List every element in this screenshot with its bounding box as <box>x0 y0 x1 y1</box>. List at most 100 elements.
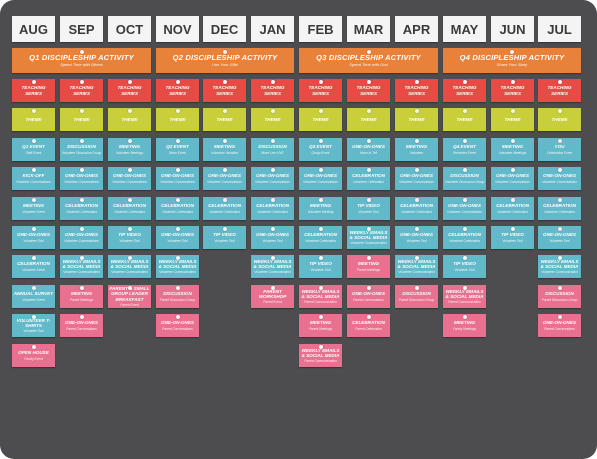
card-teaching-series[interactable]: TEACHING SERIES <box>12 79 55 102</box>
card-you[interactable]: YOU Celebration Event <box>538 138 581 161</box>
card-annual-survey[interactable]: ANNUAL SURVEY Volunteer Event <box>12 285 55 308</box>
card-meeting[interactable]: MEETING Volunteer <box>395 138 438 161</box>
card-one-on-ones[interactable]: ONE-ON-ONES Volunteer Conversations <box>491 167 534 190</box>
card-parent-workshop[interactable]: PARENT WORKSHOP Parent Event <box>251 285 294 308</box>
card-tip-video[interactable]: TIP VIDEO Volunteer Tool <box>108 226 151 249</box>
card-weekly-emails-social-media[interactable]: WEEKLY EMAILS & SOCIAL MEDIA Parent Commu… <box>443 285 486 308</box>
card-one-on-ones[interactable]: ONE-ON-ONES Volunteer Conversations <box>299 167 342 190</box>
card-celebration[interactable]: CELEBRATION Volunteer Celebration <box>538 197 581 220</box>
card-teaching-series[interactable]: TEACHING SERIES <box>491 79 534 102</box>
card-celebration[interactable]: CELEBRATION Volunteer Celebration <box>443 226 486 249</box>
card-one-on-ones[interactable]: ONE-ON-ONES Volunteer Tool <box>251 226 294 249</box>
card-theme[interactable]: THEME <box>108 108 151 131</box>
card-meeting[interactable]: MEETING Volunteer Meetings <box>108 138 151 161</box>
card-one-on-ones[interactable]: ONE-ON-ONES Volunteer Conversations <box>538 167 581 190</box>
card-meeting[interactable]: MEETING Volunteer Meetings <box>491 138 534 161</box>
card-q3-event[interactable]: Q3 EVENT Group Event <box>299 138 342 161</box>
card-one-on-ones[interactable]: ONE-ON-ONES Parent Conversations <box>347 285 390 308</box>
card-teaching-series[interactable]: TEACHING SERIES <box>251 79 294 102</box>
card-discussion[interactable]: DISCUSSION Move Live LIVE <box>251 138 294 161</box>
card-celebration[interactable]: CELEBRATION Volunteer Celebration <box>203 197 246 220</box>
card-one-on-ones[interactable]: ONE-ON-ONES Volunteer Conversations <box>60 167 103 190</box>
card-meeting[interactable]: MEETING Parent Meetings <box>347 255 390 278</box>
card-one-on-ones[interactable]: ONE-ON-ONES Volunteer Conversations <box>443 197 486 220</box>
card-teaching-series[interactable]: TEACHING SERIES <box>108 79 151 102</box>
card-one-on-ones[interactable]: ONE-ON-ONES Volunteer Tool <box>156 226 199 249</box>
card-theme[interactable]: THEME <box>156 108 199 131</box>
card-celebration[interactable]: CELEBRATION Volunteer Celebration <box>60 197 103 220</box>
card-meeting[interactable]: MEETING Volunteer Vacation <box>203 138 246 161</box>
card-q2-event[interactable]: Q2 EVENT Move Event <box>156 138 199 161</box>
card-theme[interactable]: THEME <box>395 108 438 131</box>
card-one-on-ones[interactable]: ONE-ON-ONES Parent Conversations <box>60 314 103 337</box>
card-celebration[interactable]: CELEBRATION Parent Celebration <box>347 314 390 337</box>
card-teaching-series[interactable]: TEACHING SERIES <box>60 79 103 102</box>
card-parent-small-group-leader-breakfast[interactable]: PARENT & SMALL GROUP LEADER BREAKFASTPar… <box>108 285 151 308</box>
card-theme[interactable]: THEME <box>60 108 103 131</box>
card-weekly-emails-social-media[interactable]: WEEKLY EMAILS & SOCIAL MEDIA Volunteer Co… <box>395 255 438 278</box>
card-meeting[interactable]: MEETING Parent Meetings <box>60 285 103 308</box>
card-tip-video[interactable]: TIP VIDEO Volunteer Tool <box>491 226 534 249</box>
card-volunteer-t-shirts[interactable]: VOLUNTEER T-SHIRTS Volunteer Tool <box>12 314 55 337</box>
card-discussion[interactable]: DISCUSSION Parent Discussion Group <box>538 285 581 308</box>
card-weekly-emails-social-media[interactable]: WEEKLY EMAILS & SOCIAL MEDIA Volunteer Co… <box>538 255 581 278</box>
card-q4-event[interactable]: Q4 EVENT Reminder Event <box>443 138 486 161</box>
card-theme[interactable]: THEME <box>538 108 581 131</box>
card-discussion[interactable]: DISCUSSION Volunteer Discussion Group <box>443 167 486 190</box>
card-tip-video[interactable]: TIP VIDEO Volunteer Tool <box>347 197 390 220</box>
card-teaching-series[interactable]: TEACHING SERIES <box>443 79 486 102</box>
card-weekly-emails-social-media[interactable]: WEEKLY EMAILS & SOCIAL MEDIA Parent Commu… <box>299 344 342 367</box>
card-one-on-ones[interactable]: ONE-ON-ONES Volunteer Conversations <box>156 167 199 190</box>
card-teaching-series[interactable]: TEACHING SERIES <box>395 79 438 102</box>
card-theme[interactable]: THEME <box>443 108 486 131</box>
card-theme[interactable]: THEME <box>299 108 342 131</box>
card-one-on-ones[interactable]: ONE-ON-ONES Volunteer Conversations <box>108 167 151 190</box>
card-weekly-emails-social-media[interactable]: WEEKLY EMAILS & SOCIAL MEDIA Volunteer Co… <box>60 255 103 278</box>
card-weekly-emails-social-media[interactable]: WEEKLY EMAILS & SOCIAL MEDIA Volunteer Co… <box>347 226 390 249</box>
card-theme[interactable]: THEME <box>12 108 55 131</box>
card-celebration[interactable]: CELEBRATION Volunteer Celebration <box>299 226 342 249</box>
card-one-on-ones[interactable]: ONE-ON-ONES Volunteer Tool <box>12 226 55 249</box>
card-meeting[interactable]: MEETING Parent Meetings <box>299 314 342 337</box>
card-meeting[interactable]: MEETING Volunteer Meeting <box>299 197 342 220</box>
card-teaching-series[interactable]: TEACHING SERIES <box>156 79 199 102</box>
card-one-on-ones[interactable]: ONE-ON-ONES Volunteer Conversations <box>203 167 246 190</box>
card-one-on-ones[interactable]: ONE-ON-ONES Move In Tell <box>347 138 390 161</box>
card-q1-event[interactable]: Q1 EVENT Staff Event <box>12 138 55 161</box>
card-celebration[interactable]: CELEBRATION Volunteer Event <box>12 255 55 278</box>
card-discussion[interactable]: DISCUSSION Parent Discussion Group <box>395 285 438 308</box>
card-one-on-ones[interactable]: ONE-ON-ONES Volunteer Conversations <box>60 226 103 249</box>
card-celebration[interactable]: CELEBRATION Volunteer Celebration <box>395 197 438 220</box>
card-teaching-series[interactable]: TEACHING SERIES <box>347 79 390 102</box>
card-one-on-ones[interactable]: ONE-ON-ONES Parent Conversations <box>538 314 581 337</box>
card-one-on-ones[interactable]: ONE-ON-ONES Volunteer Tool <box>538 226 581 249</box>
card-celebration[interactable]: CELEBRATION Volunteer Celebration <box>156 197 199 220</box>
card-meeting[interactable]: MEETING Family Meetings <box>443 314 486 337</box>
card-weekly-emails-social-media[interactable]: WEEKLY EMAILS & SOCIAL MEDIA Volunteer Co… <box>108 255 151 278</box>
card-celebration[interactable]: CELEBRATION Volunteer Celebration <box>491 197 534 220</box>
card-tip-video[interactable]: TIP VIDEO Volunteer Tool <box>299 255 342 278</box>
card-teaching-series[interactable]: TEACHING SERIES <box>203 79 246 102</box>
card-open-house[interactable]: OPEN HOUSE Family Event <box>12 344 55 367</box>
card-celebration[interactable]: CELEBRATION Volunteer Celebration <box>251 197 294 220</box>
card-one-on-ones[interactable]: ONE-ON-ONES Volunteer Conversations <box>395 167 438 190</box>
card-theme[interactable]: THEME <box>203 108 246 131</box>
card-one-on-ones[interactable]: ONE-ON-ONES Volunteer Tool <box>395 226 438 249</box>
card-discussion[interactable]: DISCUSSION Parent Discussion Group <box>156 285 199 308</box>
card-tip-video[interactable]: TIP VIDEO Volunteer Tool <box>443 255 486 278</box>
card-kick-off[interactable]: KICK-OFF Volunteer Conversations <box>12 167 55 190</box>
card-theme[interactable]: THEME <box>491 108 534 131</box>
card-theme[interactable]: THEME <box>251 108 294 131</box>
card-theme[interactable]: THEME <box>347 108 390 131</box>
card-one-on-ones[interactable]: ONE-ON-ONES Volunteer Conversations <box>251 167 294 190</box>
card-celebration[interactable]: CELEBRATION Volunteer Celebration <box>108 197 151 220</box>
card-teaching-series[interactable]: TEACHING SERIES <box>538 79 581 102</box>
card-weekly-emails-social-media[interactable]: WEEKLY EMAILS & SOCIAL MEDIA Parent Commu… <box>299 285 342 308</box>
card-tip-video[interactable]: TIP VIDEO Volunteer Tool <box>203 226 246 249</box>
card-celebration[interactable]: CELEBRATION Volunteer Celebration <box>347 167 390 190</box>
card-weekly-emails-social-media[interactable]: WEEKLY EMAILS & SOCIAL MEDIA Volunteer Co… <box>251 255 294 278</box>
card-meeting[interactable]: MEETING Volunteer Event <box>12 197 55 220</box>
card-one-on-ones[interactable]: ONE-ON-ONES Parent Conversations <box>156 314 199 337</box>
card-teaching-series[interactable]: TEACHING SERIES <box>299 79 342 102</box>
card-weekly-emails-social-media[interactable]: WEEKLY EMAILS & SOCIAL MEDIA Volunteer Co… <box>156 255 199 278</box>
